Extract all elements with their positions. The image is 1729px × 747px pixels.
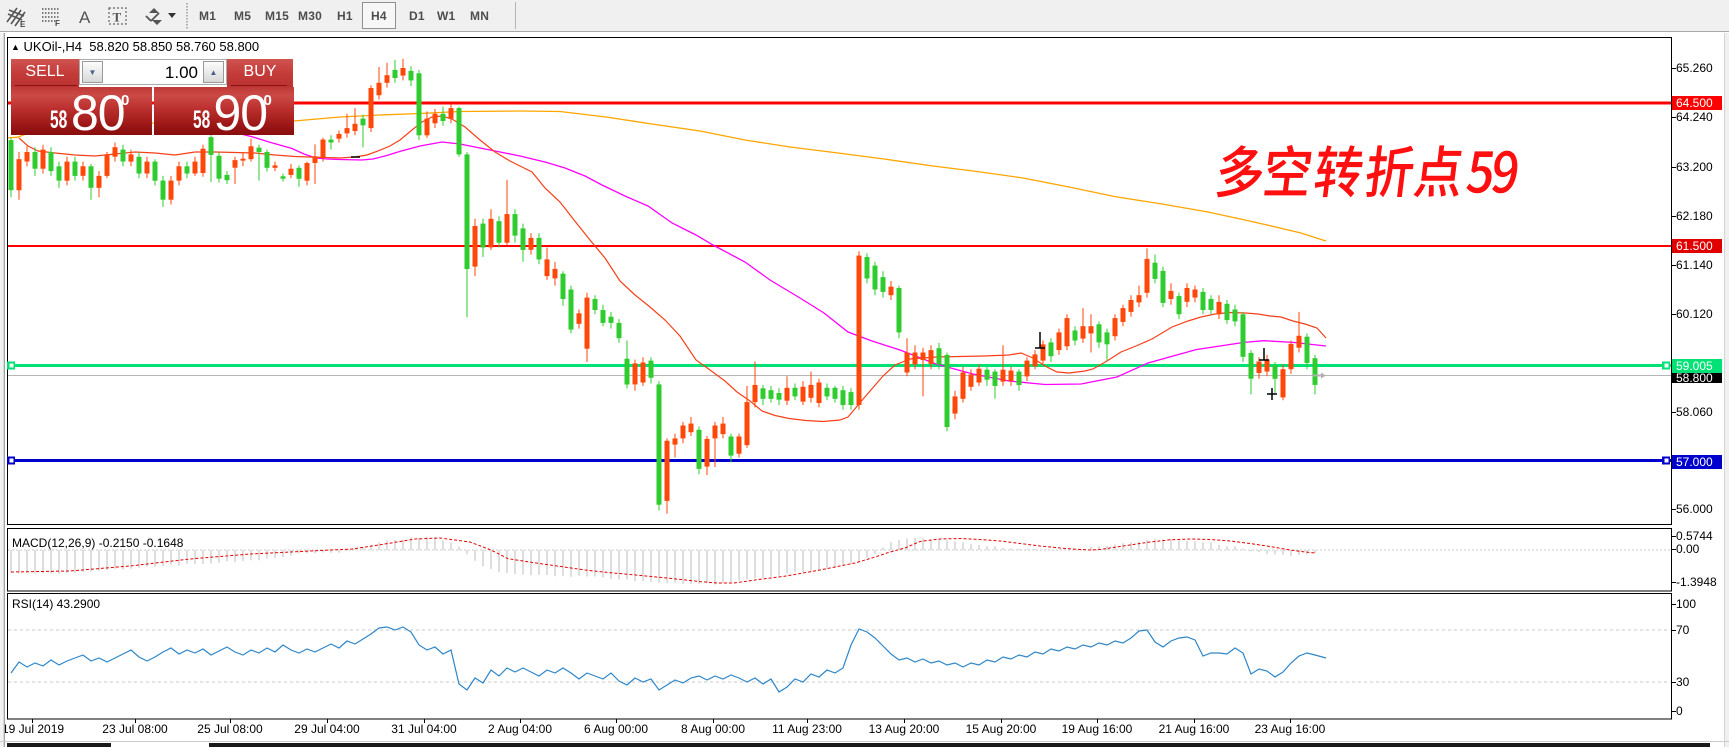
- svg-text:MACD(12,26,9) -0.2150 -0.1648: MACD(12,26,9) -0.2150 -0.1648: [12, 536, 184, 550]
- svg-text:A: A: [79, 8, 91, 27]
- svg-text:T: T: [113, 10, 122, 25]
- svg-text:RSI(14) 43.2900: RSI(14) 43.2900: [12, 597, 100, 611]
- svg-text:E: E: [20, 20, 26, 29]
- svg-text:F: F: [55, 19, 60, 28]
